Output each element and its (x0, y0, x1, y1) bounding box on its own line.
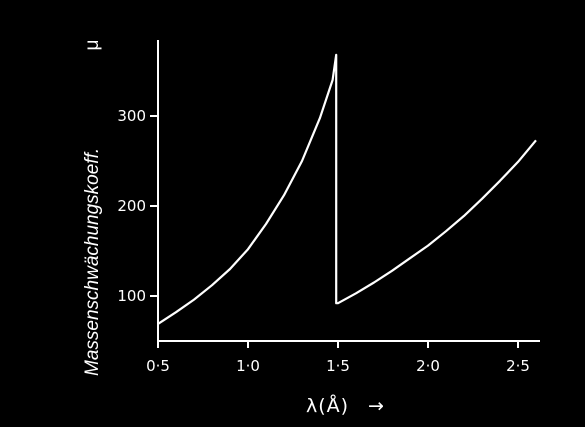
axes (157, 40, 540, 342)
y-axis-label: Massenschwächungskoeff. (82, 148, 103, 376)
x-axis-arrow: → (368, 395, 385, 417)
x-axis-label: λ(Å) (306, 394, 349, 417)
x-tick-label: 1·5 (326, 357, 350, 375)
series-line (157, 53, 537, 325)
x-tick-label: 1·0 (236, 357, 260, 375)
ticks: 0·5 1·0 1·5 2·0 2·5 100 200 300 (117, 107, 530, 375)
x-tick-label: 2·0 (416, 357, 440, 375)
y-tick-label: 200 (117, 197, 146, 215)
y-tick-label: 100 (117, 287, 146, 305)
x-tick-label: 0·5 (146, 357, 170, 375)
y-axis-unit: μ (82, 40, 103, 51)
x-tick-label: 2·5 (506, 357, 530, 375)
y-tick-label: 300 (117, 107, 146, 125)
